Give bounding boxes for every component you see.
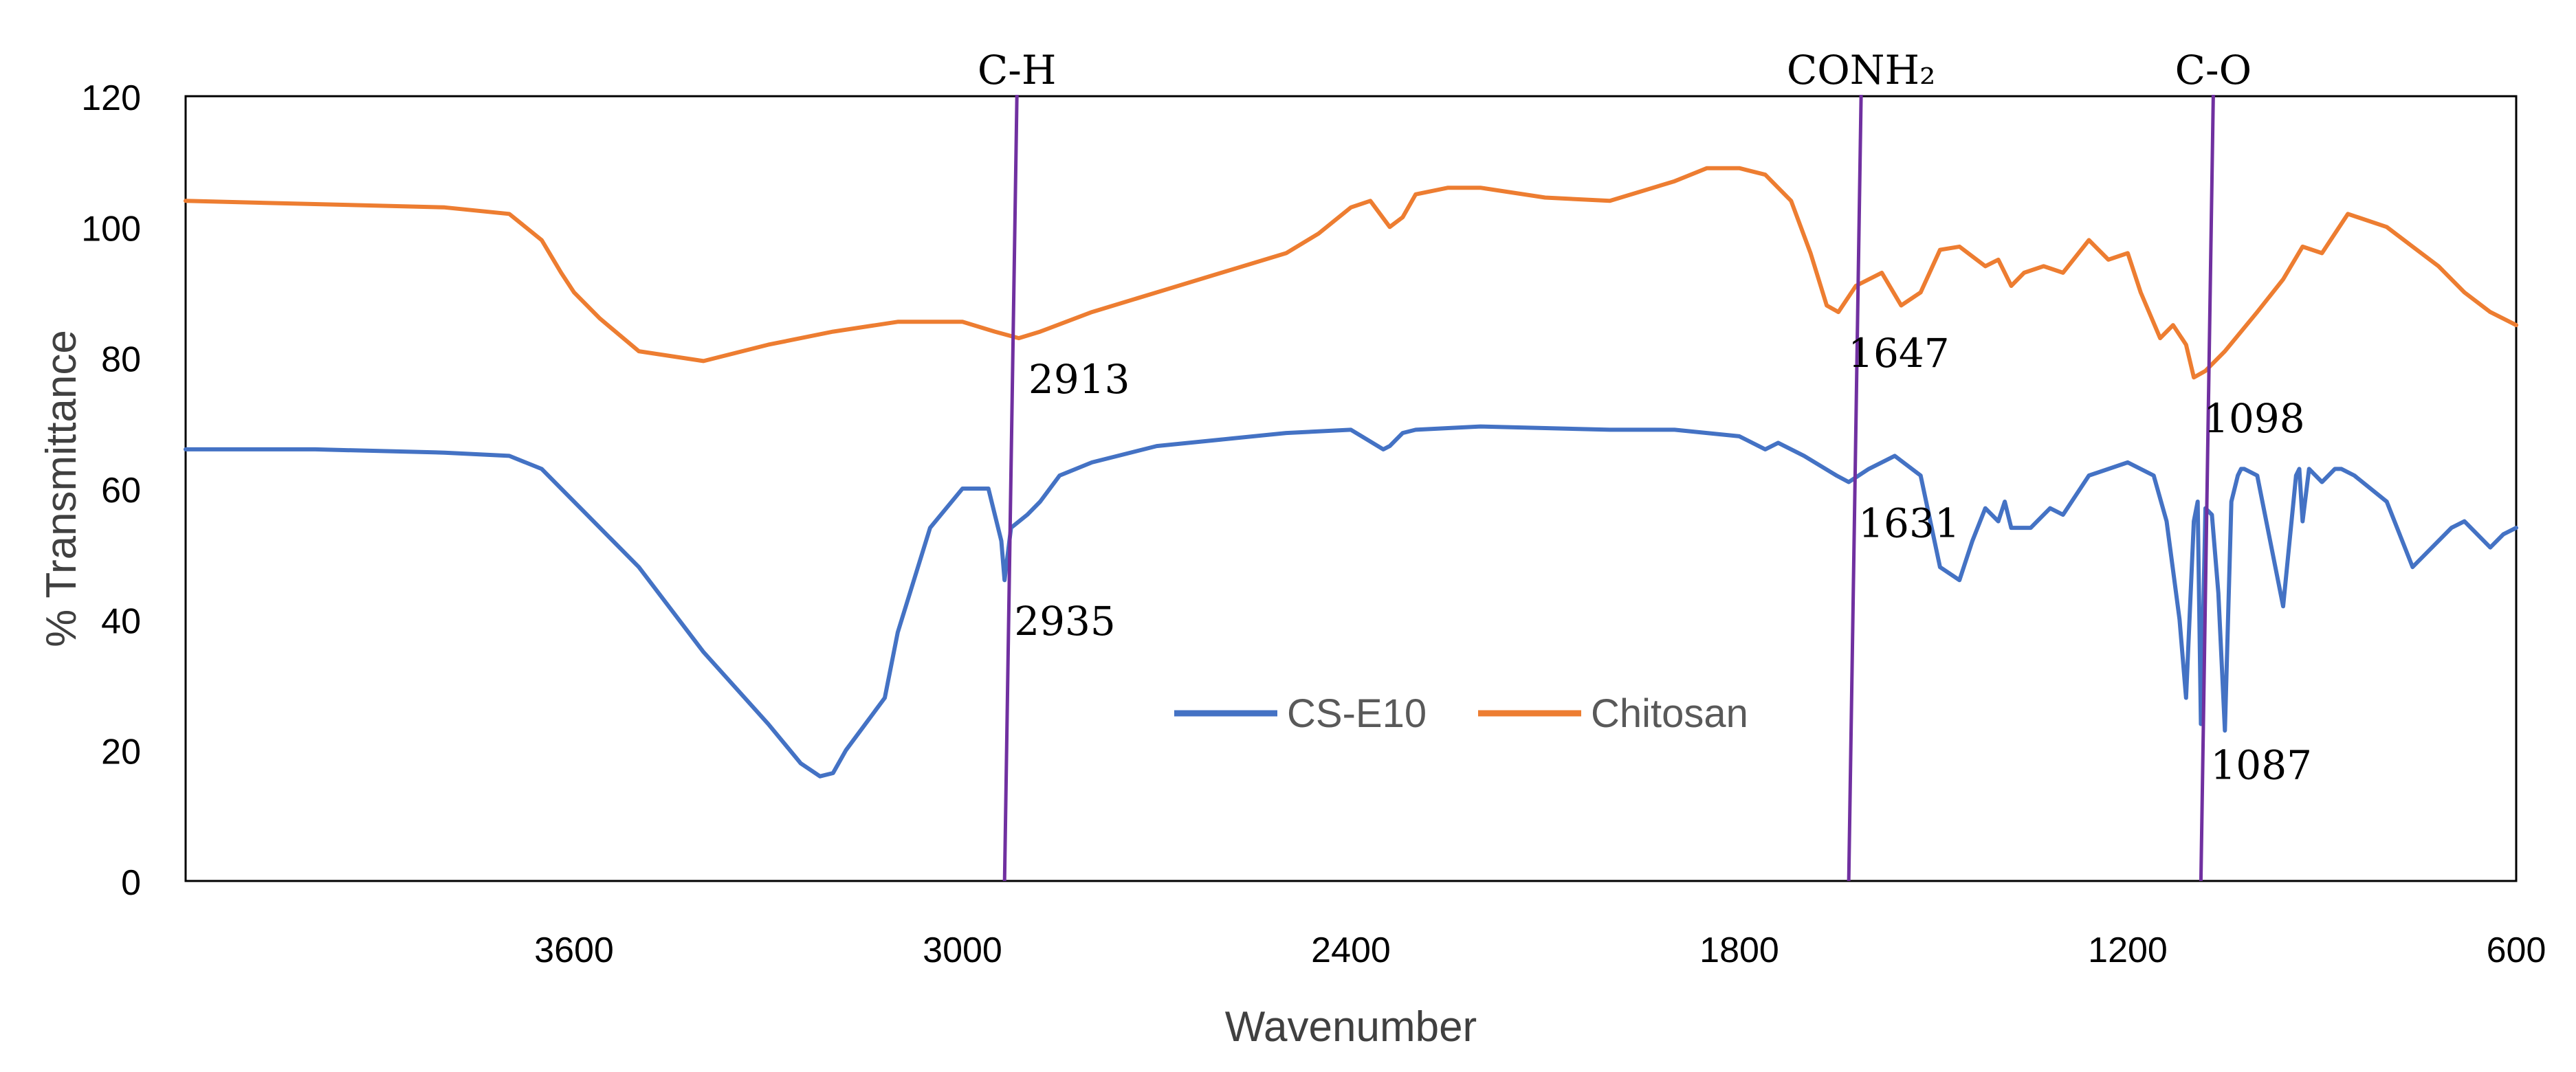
legend-label-cs-e10: CS-E10 [1287, 691, 1427, 736]
x-tick-label: 2400 [1311, 930, 1391, 970]
point-labels: 2913 2935 1647 1631 1098 1087 [1014, 330, 2312, 789]
guide-label: C-H [978, 47, 1057, 93]
y-tick-label: 120 [81, 78, 141, 118]
peak-label: 1631 [1858, 500, 1960, 546]
peak-label: 1098 [2203, 395, 2305, 442]
y-tick-label: 80 [101, 340, 141, 380]
x-tick-label: 600 [2487, 930, 2546, 970]
legend: CS-E10 Chitosan [1174, 691, 1748, 736]
guide-label: CONH₂ [1787, 47, 1936, 93]
guide-line [2199, 94, 2215, 882]
y-axis-ticks: 0 20 40 60 80 100 120 [81, 78, 141, 903]
x-tick-label: 1800 [1699, 930, 1779, 970]
y-tick-label: 60 [101, 471, 141, 511]
peak-label: 2935 [1014, 598, 1116, 645]
guide-line [1002, 94, 1019, 882]
peak-label: 1647 [1848, 330, 1950, 377]
x-tick-label: 1200 [2088, 930, 2168, 970]
peak-label: 2913 [1028, 356, 1130, 403]
x-axis-ticks: 3600 3000 2400 1800 1200 600 [534, 930, 2546, 970]
y-axis-title: % Transmittance [38, 330, 85, 647]
legend-label-chitosan: Chitosan [1591, 691, 1748, 736]
series-line-cs-e10 [184, 424, 2518, 779]
x-tick-label: 3600 [534, 930, 614, 970]
y-tick-label: 20 [101, 733, 141, 772]
guide-line [1847, 94, 1863, 882]
x-tick-label: 3000 [923, 930, 1002, 970]
x-axis-title: Wavenumber [1225, 1003, 1477, 1051]
peak-label: 1087 [2210, 742, 2312, 789]
annotation-guides: C-H CONH₂ C-O [978, 47, 2252, 882]
y-tick-label: 0 [121, 863, 141, 903]
y-tick-label: 100 [81, 209, 141, 249]
y-tick-label: 40 [101, 601, 141, 641]
guide-label: C-O [2175, 47, 2252, 93]
plot-area [184, 95, 2518, 882]
